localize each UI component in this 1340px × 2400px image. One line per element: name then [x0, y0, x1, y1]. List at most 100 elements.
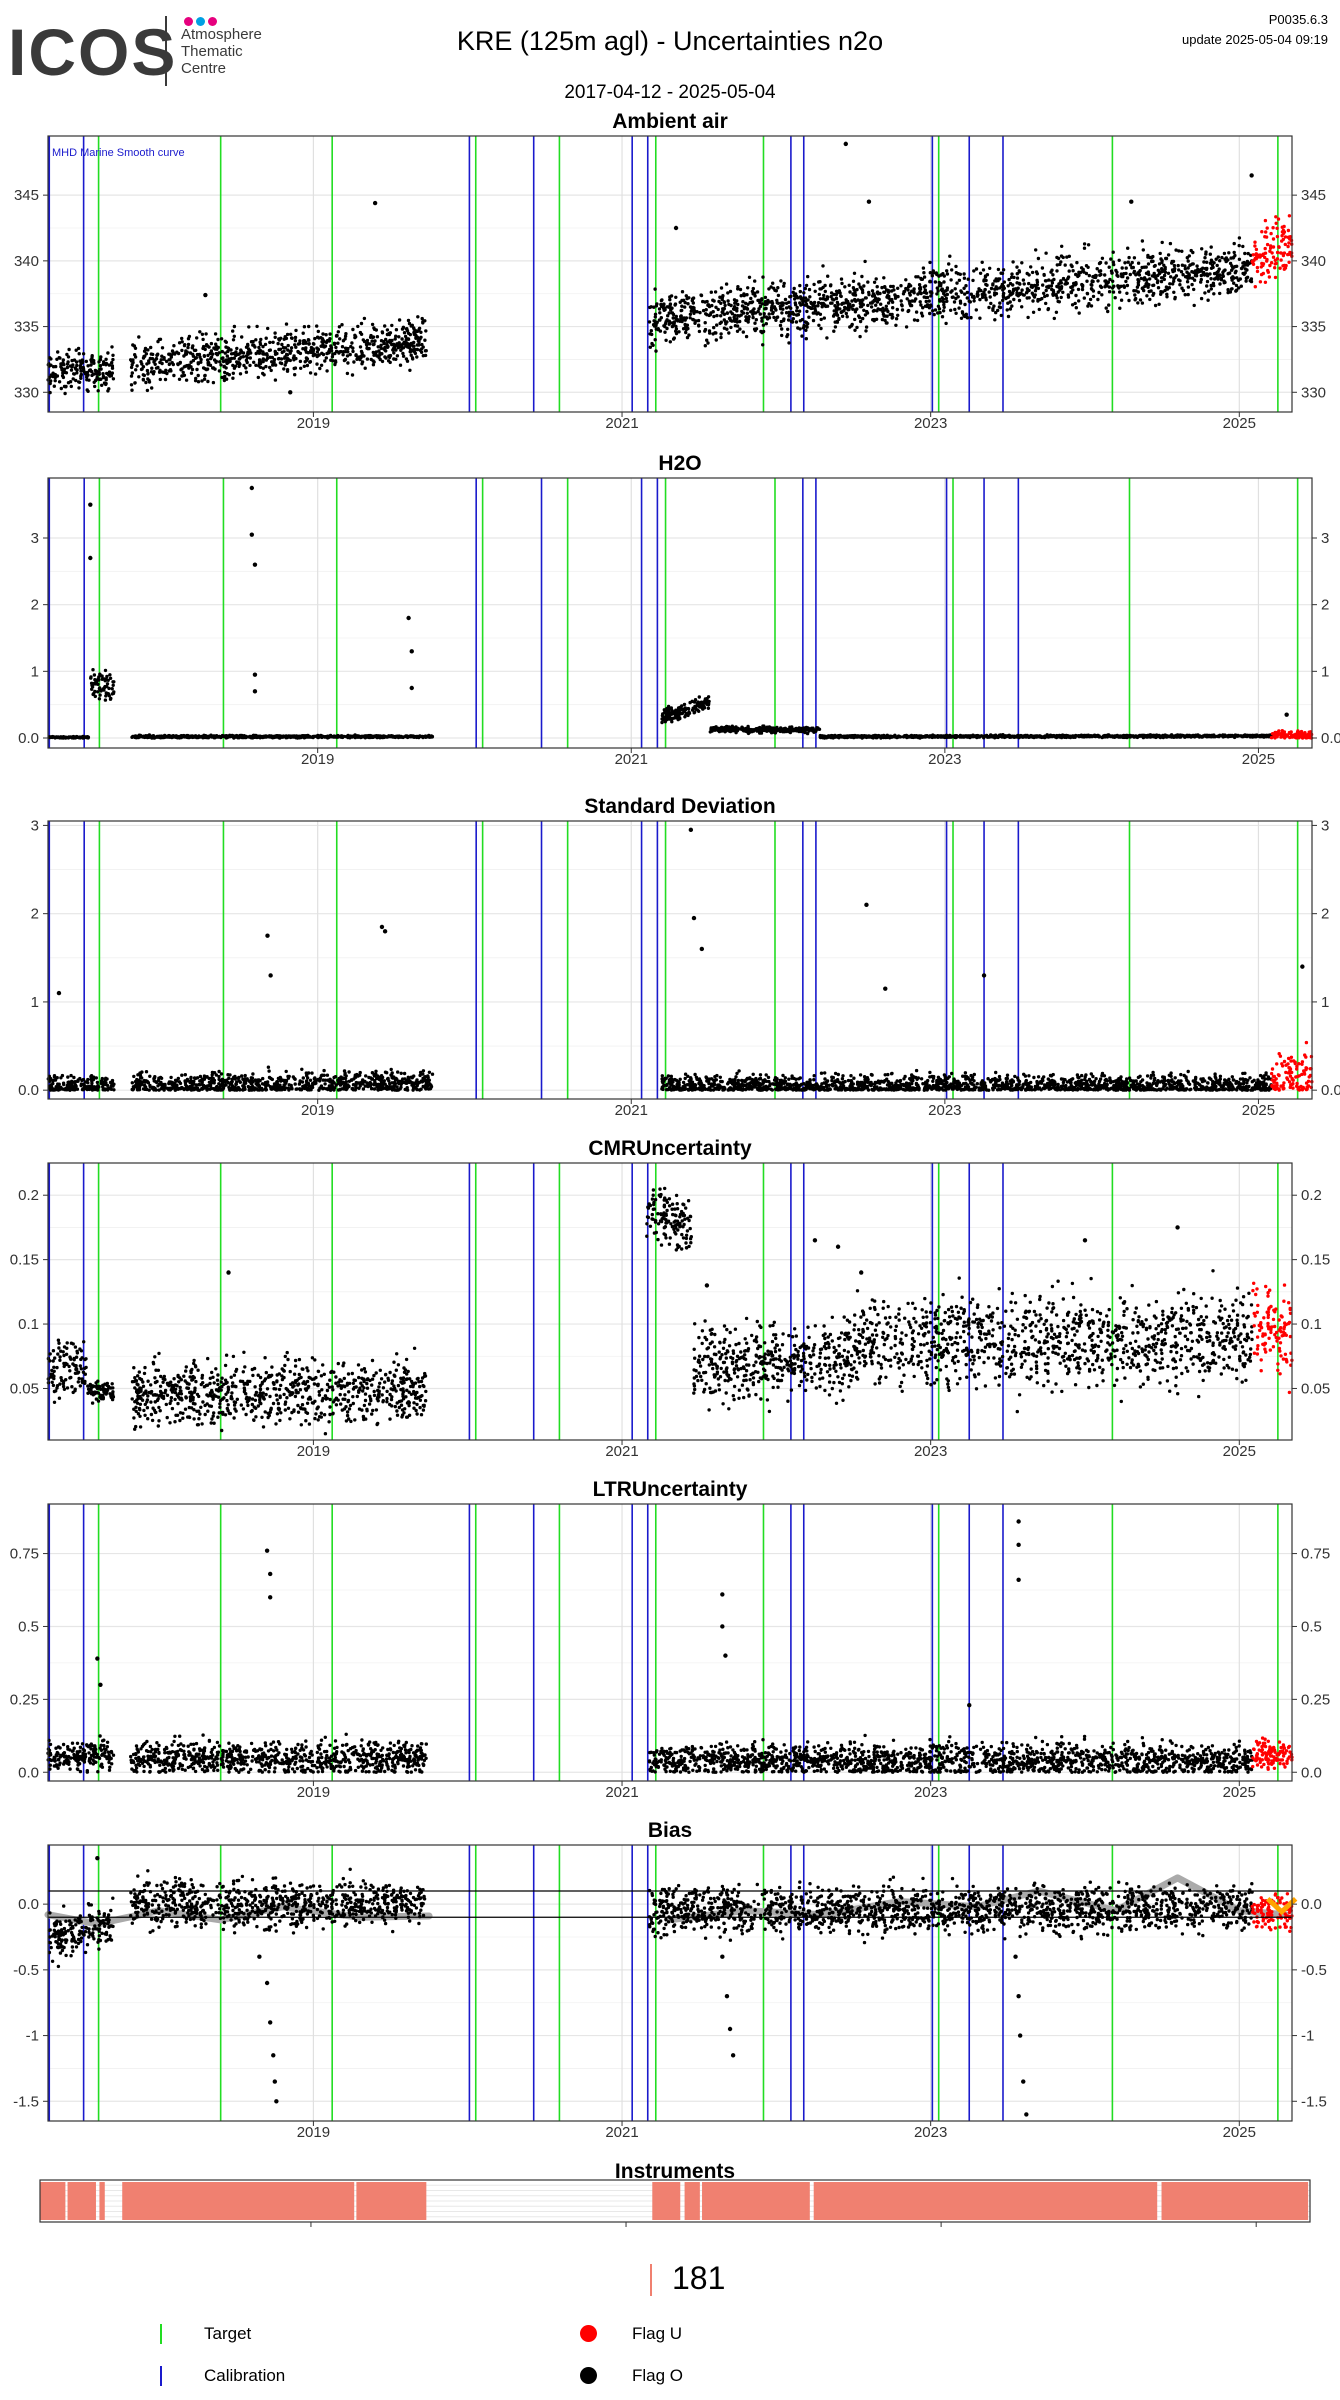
icos-logo-text: ICOS	[8, 15, 178, 89]
outlier-point	[56, 990, 62, 996]
instrument-block	[702, 2182, 810, 2220]
y-tick-label-right: 330	[1301, 384, 1326, 401]
y-tick-label: 0.2	[18, 1187, 39, 1204]
outlier-point	[812, 1238, 818, 1243]
flag-o-points	[46, 1338, 90, 1404]
outlier-point	[704, 1283, 710, 1288]
panel-title: CMRUncertainty	[588, 1137, 752, 1160]
flag-u-points	[1269, 729, 1314, 740]
outlier-point	[257, 1954, 262, 1959]
flag-o-legend-icon	[580, 2367, 597, 2384]
y-tick-label-right: 2	[1321, 597, 1329, 614]
panel-frame	[47, 135, 1293, 413]
instrument-block	[67, 2182, 96, 2220]
x-tick-label: 2023	[914, 415, 947, 432]
chart-panel-4: CMRUncertainty 0.05 0.05 0.1 0.1 0.15 0.15 0.2 0…	[10, 1137, 1330, 1460]
date-range: 2017-04-12 - 2025-05-04	[564, 82, 776, 103]
outlier-point	[720, 1592, 725, 1597]
outlier-point	[1021, 2079, 1026, 2084]
flag-o-points	[86, 1379, 116, 1405]
instrument-block	[652, 2182, 681, 2220]
outlier-point	[1016, 1577, 1021, 1583]
count-marker-icon	[650, 2264, 652, 2296]
outlier-point	[372, 200, 378, 206]
x-tick-label: 2025	[1242, 751, 1275, 768]
flag-o-points	[660, 1068, 1273, 1092]
y-tick-label-right: 0.2	[1301, 1187, 1322, 1204]
y-tick-label-right: 0.1	[1301, 1316, 1322, 1333]
y-tick-label-right: 0.0	[1301, 1764, 1322, 1781]
y-tick-label: -1.5	[13, 2093, 39, 2110]
outlier-point	[864, 902, 869, 908]
y-tick-label-right: 0.0	[1301, 1896, 1322, 1913]
outlier-point	[267, 1595, 273, 1600]
panel-title: Bias	[648, 1819, 692, 1842]
y-tick-label-right: 3	[1321, 530, 1329, 547]
flag-o-points	[852, 1269, 1254, 1414]
x-tick-label: 2023	[924, 2227, 957, 2230]
y-tick-label: 0.0	[18, 1896, 39, 1913]
y-tick-label: 335	[14, 319, 39, 336]
outlier-point	[267, 2020, 273, 2025]
outlier-point	[1082, 1238, 1088, 1243]
outlier-point	[1175, 1225, 1180, 1230]
flag-o-points	[129, 315, 428, 393]
logo-dot-3	[208, 17, 217, 26]
x-tick-label: 2021	[615, 1102, 648, 1119]
outlier-point	[382, 929, 388, 934]
logo-sub-line-2: Thematic	[181, 43, 243, 60]
flag-o-points	[129, 1732, 429, 1774]
outlier-point	[673, 225, 679, 231]
outlier-point	[379, 924, 385, 930]
y-tick-label-right: 2	[1321, 906, 1329, 923]
flag-o-points	[647, 1733, 1254, 1774]
flag-u-points	[1250, 214, 1294, 289]
outlier-point	[265, 933, 270, 938]
panel-title: H2O	[658, 452, 701, 475]
chart-panel-2: H2O 0.0 0.0 1 1 2 2 3 3 2019 2021 2023 2025	[18, 452, 1340, 768]
x-tick-label: 2023	[928, 1102, 961, 1119]
panel-title: Standard Deviation	[584, 795, 775, 818]
instruments-panel: Instruments 2019 2021 2023 2025	[39, 2160, 1311, 2230]
y-tick-label-right: 1	[1321, 663, 1329, 680]
logo-dot-2	[196, 17, 205, 26]
y-tick-label: 345	[14, 187, 39, 204]
version-label: P0035.6.3	[1268, 12, 1328, 27]
x-tick-label: 2025	[1240, 2227, 1273, 2230]
y-tick-label: 0.25	[10, 1691, 39, 1708]
flag-o-points	[660, 695, 711, 725]
y-tick-label: -0.5	[13, 1962, 39, 1979]
instrument-block	[1161, 2182, 1309, 2220]
outlier-point	[249, 532, 255, 537]
outlier-point	[1016, 1993, 1021, 1999]
outlier-point	[699, 946, 705, 952]
panel-title: LTRUncertainty	[593, 1478, 748, 1501]
panel-frame	[47, 477, 1313, 749]
y-tick-label: 0.1	[18, 1316, 39, 1333]
x-tick-label: 2021	[615, 751, 648, 768]
x-tick-label: 2019	[294, 2227, 327, 2230]
count-value: 181	[672, 2260, 726, 2296]
outlier-point	[98, 1682, 103, 1687]
logo-sub-line-3: Centre	[181, 60, 227, 77]
panel-annotation: MHD Marine Smooth curve	[52, 147, 185, 159]
page-title: KRE (125m agl) - Uncertainties n2o	[456, 26, 884, 56]
y-tick-label-right: 0.0	[1321, 730, 1340, 747]
flag-o-points	[46, 1734, 116, 1774]
x-tick-label: 2025	[1223, 2124, 1256, 2141]
flag-u-points	[1251, 1736, 1294, 1771]
x-tick-label: 2025	[1223, 1784, 1256, 1801]
y-tick-label: 3	[31, 817, 39, 834]
instrument-frame	[39, 2179, 1311, 2223]
target-legend-label: Target	[204, 2324, 252, 2343]
x-tick-label: 2019	[297, 1784, 330, 1801]
outlier-point	[409, 685, 414, 691]
y-tick-label: 0.0	[18, 1082, 39, 1099]
x-tick-label: 2021	[609, 2227, 642, 2230]
flag-o-points	[818, 733, 1274, 740]
flag-u-legend-icon	[580, 2325, 597, 2342]
outlier-point	[720, 1954, 725, 1959]
y-tick-label: 1	[31, 994, 39, 1011]
x-tick-label: 2023	[914, 1443, 947, 1460]
y-tick-label-right: -0.5	[1301, 1962, 1327, 1979]
